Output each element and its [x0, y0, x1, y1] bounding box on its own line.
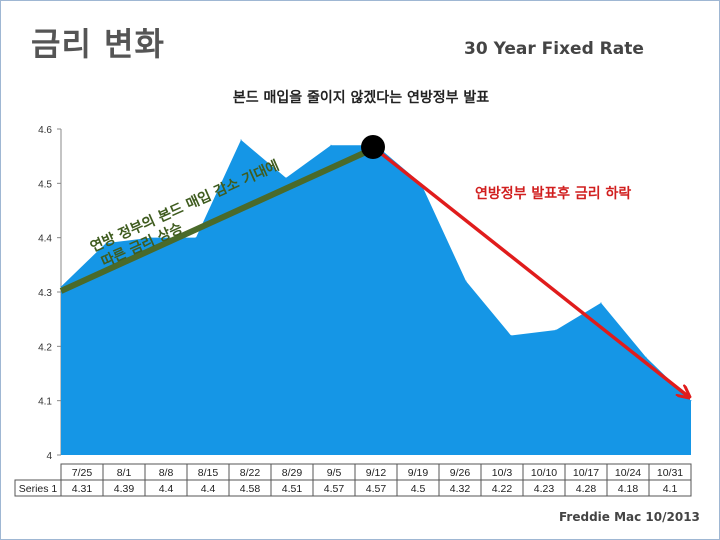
data-table: Series 1 7/25 4.31 8/1 4.39 8/8 4.4 8/15 4.4 8/22… [14, 463, 692, 497]
source-credit: Freddie Mac 10/2013 [559, 510, 700, 524]
fall-annotation: 연방정부 발표후 금리 하락 [475, 185, 631, 202]
chart-title: 본드 매입을 줄이지 않겠다는 연방정부 발표 [232, 90, 490, 106]
data-point [150, 237, 152, 239]
y-axis: 4 4.1 4.2 4.3 4.4 4.5 4.6 [38, 125, 62, 462]
announcement-marker [361, 135, 385, 159]
data-point [240, 139, 242, 141]
table-value-label: 4.51 [282, 483, 303, 495]
data-point [330, 144, 332, 146]
table-series-label: Series 1 [19, 483, 58, 495]
y-tick-label: 4.2 [38, 342, 52, 353]
rise-arrow [59, 144, 379, 294]
data-point [555, 329, 557, 331]
y-tick-label: 4.1 [38, 397, 52, 408]
table-category-label: 8/22 [240, 467, 261, 479]
table-category-label: 9/12 [366, 467, 387, 479]
data-point [690, 400, 692, 402]
table-category-label: 7/25 [72, 467, 93, 479]
slide-title: 금리 변화 [31, 25, 165, 63]
table-category-label: 10/10 [531, 467, 557, 479]
y-tick-label: 4.5 [38, 179, 52, 190]
table-value-label: 4.18 [618, 483, 639, 495]
table-value-label: 4.57 [366, 483, 387, 495]
table-category-label: 10/31 [657, 467, 683, 479]
table-value-label: 4.1 [663, 483, 678, 495]
table-category-label: 10/24 [615, 467, 641, 479]
slide-subtitle: 30 Year Fixed Rate [464, 39, 644, 59]
table-category-label: 9/5 [327, 467, 342, 479]
data-point [465, 280, 467, 282]
table-category-label: 10/17 [573, 467, 599, 479]
fall-arrow [371, 145, 689, 397]
table-value-label: 4.5 [411, 483, 426, 495]
y-tick-label: 4.3 [38, 288, 52, 299]
y-tick-label: 4 [46, 451, 52, 462]
table-value-label: 4.32 [450, 483, 471, 495]
table-value-label: 4.4 [201, 483, 216, 495]
table-category-label: 9/19 [408, 467, 429, 479]
table-category-label: 8/8 [159, 467, 174, 479]
table-category-label: 8/15 [198, 467, 219, 479]
table-label-cell [14, 479, 62, 497]
data-point [105, 242, 107, 244]
table-value-label: 4.58 [240, 483, 261, 495]
data-point [645, 356, 647, 358]
table-value-label: 4.31 [72, 483, 93, 495]
table-value-label: 4.39 [114, 483, 135, 495]
table-category-label: 8/29 [282, 467, 303, 479]
y-tick-label: 4.4 [38, 234, 52, 245]
table-value-label: 4.23 [534, 483, 555, 495]
table-category-label: 10/3 [492, 467, 513, 479]
table-value-label: 4.22 [492, 483, 513, 495]
table-value-label: 4.28 [576, 483, 597, 495]
data-point [195, 237, 197, 239]
table-value-label: 4.4 [159, 483, 174, 495]
table-category-label: 9/26 [450, 467, 471, 479]
data-point [285, 177, 287, 179]
data-point [60, 286, 62, 288]
data-point [600, 302, 602, 304]
data-point [510, 334, 512, 336]
table-category-label: 8/1 [117, 467, 132, 479]
table-value-label: 4.57 [324, 483, 345, 495]
y-tick-label: 4.6 [38, 125, 52, 136]
